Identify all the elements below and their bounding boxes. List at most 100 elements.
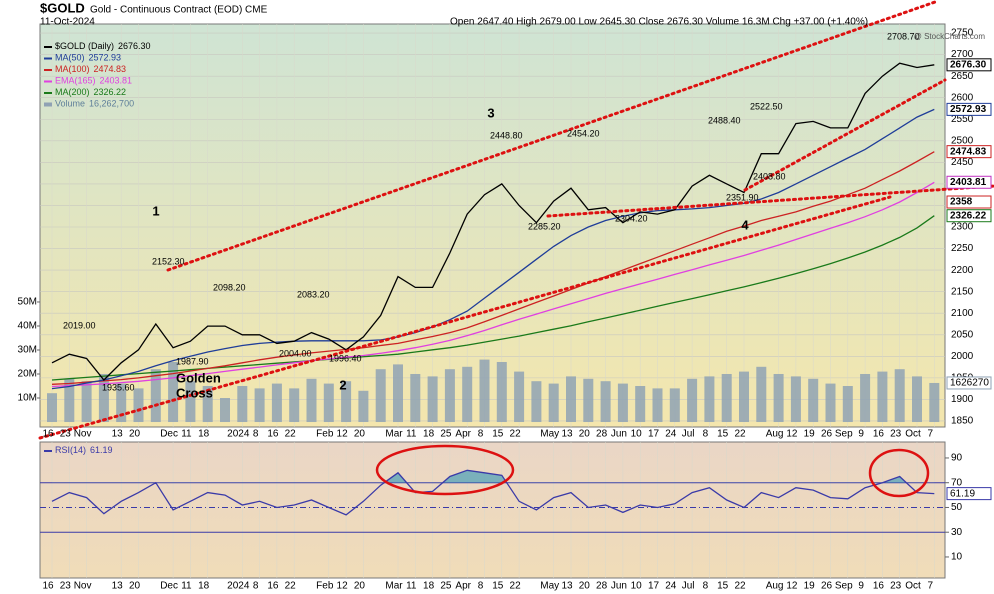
volume-bar (427, 376, 438, 423)
symbol: $GOLD (40, 0, 85, 15)
volume-bar (773, 373, 784, 423)
rsi-panel (39, 441, 946, 579)
x-tick-label: 25 (440, 429, 452, 440)
y-tick-label: 2600 (951, 92, 974, 103)
x-tick-label: 7 (928, 581, 934, 592)
x-tick-label: 13 (561, 429, 573, 440)
volume-box-label: 1626270 (950, 378, 989, 389)
x-tick-label: 8 (478, 429, 484, 440)
overbought-fill (52, 470, 935, 483)
legend-name: MA(100) (55, 64, 90, 74)
wave-label: 3 (487, 105, 494, 120)
volume-bar (323, 383, 334, 423)
volume-box (946, 376, 992, 390)
callout-text: Golden (176, 370, 221, 385)
legend-entry: EMA(165) 2403.81 (55, 76, 132, 86)
legend-entry: Volume 16,262,700 (55, 99, 134, 109)
x-tick-label: 11 (181, 429, 192, 440)
value-box (946, 487, 992, 501)
y2-tick-label: 30M (18, 345, 37, 356)
y-tick-label: 70 (951, 477, 963, 488)
x-tick-label: Mar (385, 429, 403, 440)
value-box (946, 58, 992, 72)
legend-name: MA(200) (55, 87, 90, 97)
trendline (38, 195, 892, 440)
volume-bar (185, 381, 196, 423)
x-tick-label: 17 (648, 429, 660, 440)
y-tick-label: 2300 (951, 222, 974, 233)
wave-label: 4 (741, 217, 749, 232)
y-tick-label: 50 (951, 502, 963, 513)
x-tick-label: 8 (253, 581, 259, 592)
volume-bar (496, 361, 507, 423)
price-annotation: 2454.20 (567, 128, 600, 138)
legend-name: EMA(165) (55, 76, 96, 86)
volume-bar (271, 383, 282, 423)
legend-value: 16,262,700 (89, 99, 134, 109)
callout-text: Cross (176, 385, 213, 400)
volume-bar (237, 385, 248, 423)
x-tick-label: Aug (766, 429, 784, 440)
y-tick-label: 2050 (951, 329, 974, 340)
price-annotation: 2083.20 (297, 289, 330, 299)
x-tick-label: 16 (873, 581, 885, 592)
x-tick-label: 16 (267, 581, 279, 592)
trendlines (38, 0, 994, 440)
x-tick-label: 8 (478, 581, 484, 592)
volume-bar (116, 383, 127, 423)
x-tick-label: Jul (682, 581, 695, 592)
x-tick-label: 22 (510, 581, 522, 592)
x-tick-label: 22 (285, 429, 297, 440)
volume-bar (704, 376, 715, 423)
x-tick-label: Oct (905, 581, 921, 592)
x-tick-label: 16 (42, 581, 54, 592)
x-tick-label: 28 (596, 429, 608, 440)
chart-title: Gold - Continuous Contract (EOD) CME (90, 5, 268, 16)
price-annotation: 2019.00 (63, 320, 96, 330)
wave-label: 1 (152, 203, 159, 218)
rsi-layer (40, 469, 945, 533)
x-tick-label: 16 (873, 429, 885, 440)
y2-tick-label: 50M (18, 297, 37, 308)
x-tick-label: 22 (734, 581, 746, 592)
volume-bar (929, 382, 940, 423)
y-tick-label: 2450 (951, 157, 974, 168)
price-annotation: 1987.90 (176, 356, 209, 366)
y-tick-label: 2550 (951, 114, 974, 125)
chart-date: 11-Oct-2024 (40, 17, 95, 28)
y-tick-label: 90 (951, 453, 963, 464)
volume-bar (479, 359, 490, 423)
x-tick-label: 9 (858, 581, 864, 592)
volume-bar (635, 385, 646, 423)
volume-bar (289, 388, 300, 423)
y2-tick-label: 10M (18, 393, 37, 404)
x-tick-label: 12 (786, 581, 798, 592)
legend-name: RSI(14) (55, 445, 86, 455)
x-tick-label: 13 (112, 429, 124, 440)
volume-bar (254, 388, 265, 423)
y-tick-label: 2500 (951, 135, 974, 146)
highlight-ellipse (868, 448, 930, 498)
y-tick-label: 2000 (951, 351, 974, 362)
value-box (946, 175, 992, 189)
y-tick-label: 2100 (951, 308, 974, 319)
x-tick-label: 10 (631, 581, 643, 592)
x-tick-label: 11 (406, 429, 417, 440)
volume-bar (669, 388, 680, 423)
price-annotation: 1996.40 (329, 353, 362, 363)
volume-bar (756, 366, 767, 423)
x-tick-label: 16 (267, 429, 279, 440)
x-tick-label: Nov (74, 429, 92, 440)
trendline (166, 0, 937, 272)
x-tick-label: 28 (596, 581, 608, 592)
value-box-label: 2572.93 (950, 104, 987, 115)
x-tick-label: 8 (703, 581, 709, 592)
price-annotation: 2004.00 (279, 348, 312, 358)
y2-tick-label: 20M (18, 369, 37, 380)
trendline (743, 78, 947, 192)
x-tick-label: 11 (181, 581, 192, 592)
y-tick-label: 2650 (951, 71, 974, 82)
value-box (946, 195, 992, 209)
x-tick-label: 13 (561, 581, 573, 592)
